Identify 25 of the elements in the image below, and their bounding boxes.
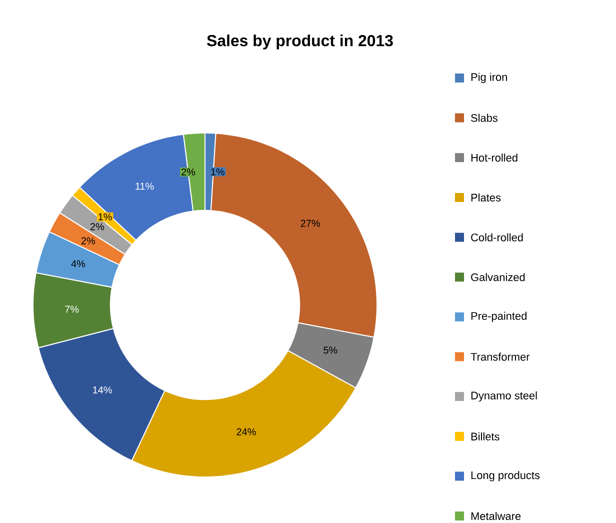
data-label: 24% (236, 428, 256, 436)
legend-label: Slabs (471, 114, 498, 122)
legend-label: Transformer (470, 352, 530, 361)
legend-label: Pre-painted (471, 312, 526, 322)
data-label: 1% (211, 168, 224, 176)
legend-label: Plates (471, 193, 501, 202)
legend-label: Hot-rolled (471, 154, 518, 162)
data-label: 11% (136, 182, 154, 190)
legend-label: Pig iron (471, 72, 507, 84)
data-label: 1% (98, 213, 112, 220)
legend-label: Galvanized (471, 273, 525, 282)
legend-label: Billets (471, 432, 500, 440)
data-label: 27% (300, 220, 320, 227)
legend-label: Long products (471, 471, 540, 482)
data-label: 2% (81, 237, 96, 244)
chart-title: Sales by product in 2013 (206, 34, 393, 50)
data-label: 4% (71, 260, 86, 268)
data-label: 14% (93, 386, 112, 394)
legend-label: Dynamo steel (471, 391, 537, 402)
data-label: 7% (65, 306, 79, 313)
data-label: 5% (324, 346, 338, 354)
data-label: 2% (182, 168, 196, 176)
legend-label: Cold-rolled (471, 233, 523, 242)
legend-label: Metalware (471, 512, 521, 520)
data-label: 2% (90, 223, 104, 230)
